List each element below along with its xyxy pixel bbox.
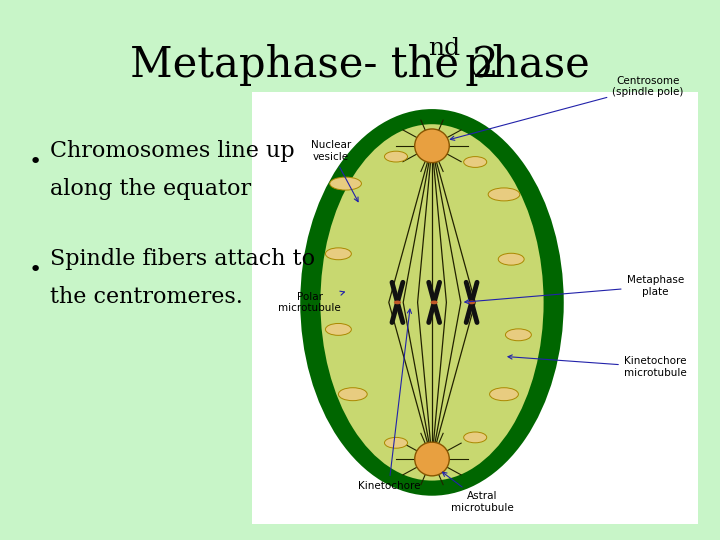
Text: nd: nd bbox=[428, 37, 461, 60]
Text: Metaphase- the 2: Metaphase- the 2 bbox=[130, 44, 498, 86]
Ellipse shape bbox=[384, 437, 408, 448]
Text: Chromosomes line up: Chromosomes line up bbox=[50, 140, 295, 162]
Text: Polar
microtubule: Polar microtubule bbox=[278, 291, 344, 313]
Ellipse shape bbox=[330, 177, 361, 190]
Ellipse shape bbox=[505, 329, 531, 341]
Ellipse shape bbox=[488, 188, 520, 201]
Text: •: • bbox=[29, 152, 42, 172]
Ellipse shape bbox=[415, 129, 449, 163]
Ellipse shape bbox=[325, 248, 351, 260]
Ellipse shape bbox=[498, 253, 524, 265]
Text: Nuclear
vesicle: Nuclear vesicle bbox=[311, 140, 358, 201]
Text: Kinetochore: Kinetochore bbox=[358, 309, 420, 491]
Ellipse shape bbox=[384, 151, 408, 162]
Ellipse shape bbox=[320, 124, 544, 481]
Ellipse shape bbox=[431, 300, 438, 304]
Ellipse shape bbox=[325, 323, 351, 335]
Text: Astral
microtubule: Astral microtubule bbox=[442, 472, 514, 513]
Ellipse shape bbox=[464, 432, 487, 443]
Text: Kinetochore
microtubule: Kinetochore microtubule bbox=[508, 355, 687, 378]
Text: Spindle fibers attach to: Spindle fibers attach to bbox=[50, 248, 315, 270]
Ellipse shape bbox=[464, 157, 487, 167]
Ellipse shape bbox=[394, 300, 401, 304]
Text: phase: phase bbox=[452, 44, 590, 86]
Ellipse shape bbox=[338, 388, 367, 401]
Ellipse shape bbox=[468, 300, 475, 304]
Text: the centromeres.: the centromeres. bbox=[50, 286, 243, 308]
Text: along the equator: along the equator bbox=[50, 178, 251, 200]
Text: Metaphase
plate: Metaphase plate bbox=[465, 275, 684, 304]
Bar bbox=[252, 92, 698, 524]
Text: •: • bbox=[29, 260, 42, 280]
Text: Centrosome
(spindle pole): Centrosome (spindle pole) bbox=[450, 76, 684, 140]
Ellipse shape bbox=[415, 442, 449, 476]
Ellipse shape bbox=[490, 388, 518, 401]
Ellipse shape bbox=[300, 109, 564, 496]
